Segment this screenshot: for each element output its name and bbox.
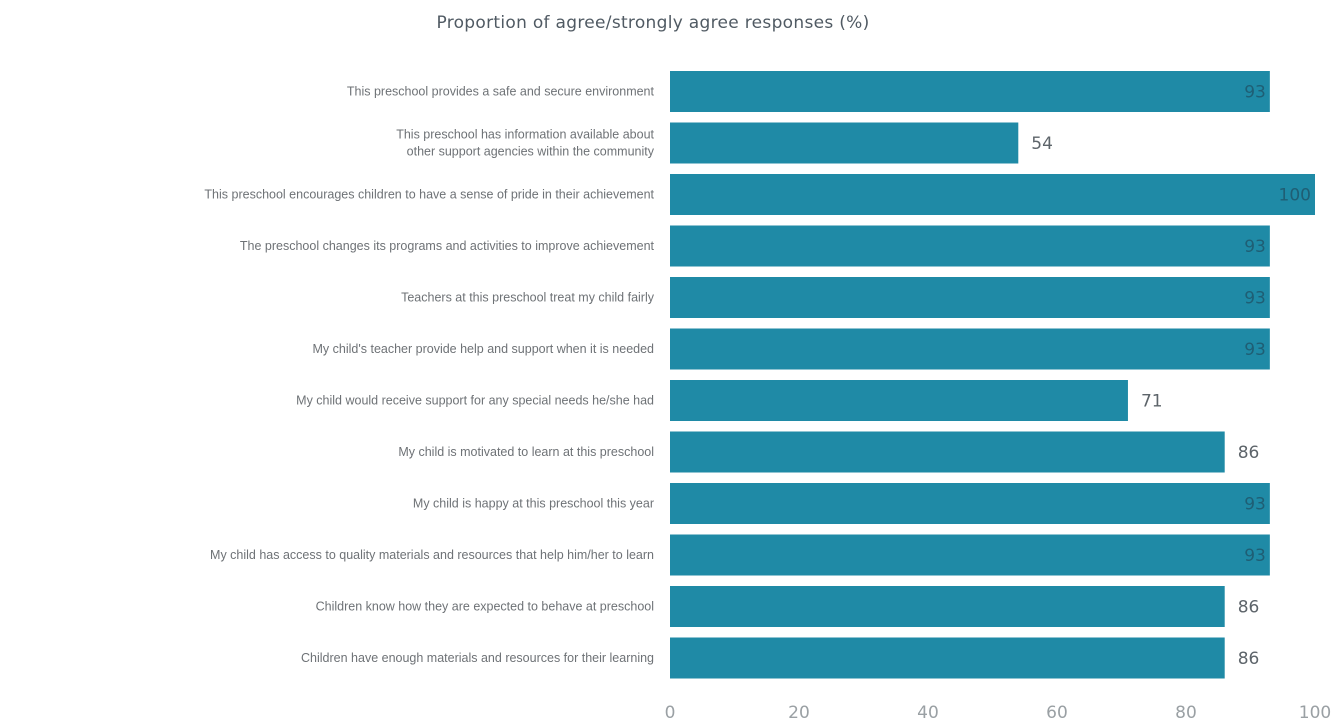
value-label-10: 86 <box>1238 598 1260 618</box>
category-label-line: other support agencies within the commun… <box>407 145 655 159</box>
category-label-line: My child is happy at this preschool this… <box>413 497 654 511</box>
category-label-line: Children have enough materials and resou… <box>301 651 654 665</box>
x-axis-ticks-group: 0 20 40 60 80 100 <box>665 703 1332 723</box>
bar-1 <box>670 122 1019 164</box>
category-label-10: Children know how they are expected to b… <box>316 600 654 614</box>
x-tick-label-0: 0 <box>665 703 676 723</box>
category-label-11: Children have enough materials and resou… <box>301 651 654 665</box>
bar-10 <box>670 586 1225 627</box>
value-label-6: 71 <box>1141 392 1163 412</box>
category-label-line: My child's teacher provide help and supp… <box>313 342 655 356</box>
value-label-7: 86 <box>1238 443 1260 463</box>
bar-2 <box>670 174 1315 215</box>
bar-6 <box>670 380 1128 421</box>
category-label-9: My child has access to quality materials… <box>210 548 654 562</box>
category-label-2: This preschool encourages children to ha… <box>204 188 654 202</box>
x-tick-label-1: 20 <box>788 703 810 723</box>
bar-4 <box>670 277 1270 318</box>
category-label-line: Children know how they are expected to b… <box>316 600 654 614</box>
x-tick-label-2: 40 <box>917 703 939 723</box>
bar-8 <box>670 483 1270 524</box>
x-tick-label-5: 100 <box>1299 703 1331 723</box>
value-label-8: 93 <box>1244 495 1266 515</box>
category-label-line: This preschool provides a safe and secur… <box>347 85 655 99</box>
category-label-6: My child would receive support for any s… <box>296 394 654 408</box>
value-label-9: 93 <box>1244 546 1266 566</box>
x-tick-label-4: 80 <box>1175 703 1197 723</box>
bar-0 <box>670 71 1270 112</box>
bar-3 <box>670 225 1270 267</box>
category-label-1: This preschool has information available… <box>396 128 655 159</box>
category-label-0: This preschool provides a safe and secur… <box>347 85 655 99</box>
category-label-7: My child is motivated to learn at this p… <box>398 445 654 459</box>
x-tick-label-3: 60 <box>1046 703 1068 723</box>
category-label-line: This preschool encourages children to ha… <box>204 188 654 202</box>
value-label-2: 100 <box>1279 186 1311 206</box>
category-label-line: This preschool has information available… <box>396 128 654 142</box>
value-label-5: 93 <box>1244 340 1266 360</box>
category-label-line: My child has access to quality materials… <box>210 548 654 562</box>
category-label-4: Teachers at this preschool treat my chil… <box>401 291 655 305</box>
category-labels-group: This preschool provides a safe and secur… <box>204 85 654 666</box>
value-label-4: 93 <box>1244 289 1266 309</box>
value-label-1: 54 <box>1031 134 1053 154</box>
value-label-3: 93 <box>1244 237 1266 257</box>
bar-5 <box>670 328 1270 370</box>
category-label-line: The preschool changes its programs and a… <box>240 239 655 253</box>
bar-11 <box>670 637 1225 679</box>
value-label-11: 86 <box>1238 649 1260 669</box>
category-label-3: The preschool changes its programs and a… <box>240 239 655 253</box>
chart-title: Proportion of agree/strongly agree respo… <box>436 13 869 33</box>
value-labels-group: 93 54 100 93 93 93 71 86 93 93 86 86 <box>1031 83 1311 670</box>
category-label-line: My child is motivated to learn at this p… <box>398 445 654 459</box>
category-label-line: Teachers at this preschool treat my chil… <box>401 291 655 305</box>
category-label-5: My child's teacher provide help and supp… <box>313 342 655 356</box>
value-label-0: 93 <box>1244 83 1266 103</box>
bar-9 <box>670 534 1270 576</box>
bar-7 <box>670 431 1225 473</box>
bars-group <box>670 71 1315 679</box>
category-label-8: My child is happy at this preschool this… <box>413 497 654 511</box>
category-label-line: My child would receive support for any s… <box>296 394 654 408</box>
